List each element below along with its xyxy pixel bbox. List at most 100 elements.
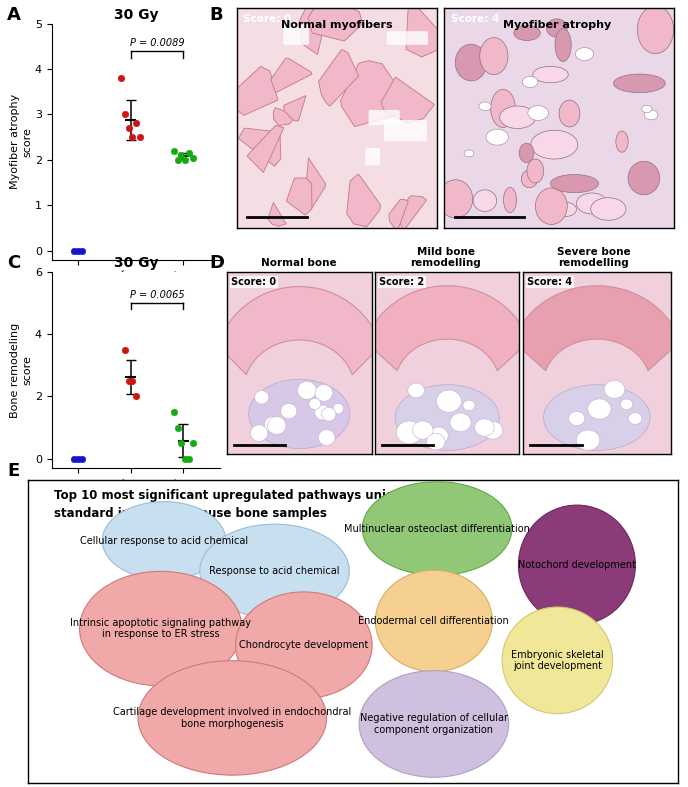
Point [187, 151, 198, 164]
Ellipse shape [103, 501, 226, 580]
Text: P = 0.0065: P = 0.0065 [129, 290, 184, 300]
Text: Cellular response to acid chemical: Cellular response to acid chemical [80, 536, 248, 545]
Text: Score: 0: Score: 0 [244, 14, 292, 24]
Polygon shape [513, 286, 680, 371]
Ellipse shape [436, 390, 462, 412]
Point [69, 244, 80, 257]
Point [187, 437, 198, 449]
Text: Negative regulation of cellular
component organization: Negative regulation of cellular componen… [360, 713, 508, 735]
Text: A: A [7, 6, 21, 24]
Ellipse shape [309, 398, 321, 409]
Ellipse shape [363, 482, 512, 575]
Ellipse shape [463, 400, 475, 411]
Ellipse shape [314, 405, 331, 420]
Text: Myofiber atrophy: Myofiber atrophy [503, 20, 612, 30]
Ellipse shape [576, 48, 594, 61]
Ellipse shape [281, 404, 297, 419]
Point [131, 117, 142, 130]
Ellipse shape [628, 161, 660, 195]
Ellipse shape [555, 202, 577, 216]
Point [123, 122, 134, 135]
FancyBboxPatch shape [384, 120, 427, 142]
Ellipse shape [408, 383, 424, 397]
Ellipse shape [264, 416, 281, 433]
Ellipse shape [427, 434, 445, 450]
Ellipse shape [480, 38, 508, 75]
Polygon shape [365, 286, 529, 371]
Ellipse shape [518, 505, 636, 625]
Polygon shape [300, 6, 327, 54]
FancyBboxPatch shape [369, 110, 400, 125]
Text: Score: 2: Score: 2 [379, 277, 424, 287]
Text: D: D [210, 253, 225, 272]
Ellipse shape [522, 76, 538, 87]
Point [72, 453, 83, 465]
Ellipse shape [621, 399, 633, 409]
Ellipse shape [486, 129, 508, 145]
Polygon shape [217, 286, 381, 375]
Text: Top 10 most significant upregulated pathways unique in the
standard irradiated m: Top 10 most significant upregulated path… [54, 490, 453, 520]
Point [76, 244, 87, 257]
Ellipse shape [588, 399, 611, 419]
Polygon shape [400, 196, 427, 231]
Ellipse shape [479, 102, 491, 111]
Point [180, 453, 191, 465]
Ellipse shape [559, 100, 580, 127]
Y-axis label: Myofiber atrophy
score: Myofiber atrophy score [10, 94, 32, 190]
Point [183, 146, 194, 159]
Point [69, 453, 80, 465]
Ellipse shape [429, 427, 449, 445]
Ellipse shape [491, 90, 515, 127]
Ellipse shape [321, 408, 336, 421]
Ellipse shape [527, 159, 544, 183]
Point [176, 437, 187, 449]
Polygon shape [268, 202, 286, 226]
Point [169, 145, 180, 157]
Ellipse shape [499, 106, 535, 128]
Ellipse shape [138, 661, 327, 775]
Ellipse shape [319, 430, 335, 445]
Text: Score: 0: Score: 0 [231, 277, 277, 287]
Ellipse shape [577, 430, 600, 450]
Ellipse shape [473, 190, 497, 212]
Text: B: B [210, 6, 224, 24]
Polygon shape [286, 178, 312, 215]
Text: Embryonic skeletal
joint development: Embryonic skeletal joint development [511, 649, 604, 671]
Ellipse shape [504, 187, 517, 212]
Text: Normal bone: Normal bone [261, 258, 337, 268]
Point [127, 375, 138, 387]
Point [180, 153, 191, 166]
Text: Intrinsic apoptotic signaling pathway
in response to ER stress: Intrinsic apoptotic signaling pathway in… [70, 618, 251, 639]
Ellipse shape [642, 105, 652, 113]
Ellipse shape [412, 421, 433, 439]
Ellipse shape [519, 143, 534, 163]
Polygon shape [347, 174, 380, 227]
Title: 30 Gy: 30 Gy [114, 257, 158, 271]
Ellipse shape [591, 198, 626, 220]
Title: 30 Gy: 30 Gy [114, 9, 158, 23]
Point [176, 149, 187, 161]
Point [76, 453, 87, 465]
Point [172, 153, 183, 166]
Polygon shape [238, 128, 281, 166]
Point [134, 131, 145, 143]
Polygon shape [381, 77, 434, 123]
Ellipse shape [80, 571, 242, 685]
Ellipse shape [550, 175, 599, 193]
Ellipse shape [450, 413, 471, 431]
Ellipse shape [535, 188, 568, 224]
Point [127, 131, 138, 143]
Polygon shape [389, 199, 408, 231]
Polygon shape [227, 66, 278, 115]
Ellipse shape [616, 131, 628, 152]
Text: C: C [7, 253, 20, 272]
Ellipse shape [438, 179, 473, 218]
Ellipse shape [604, 380, 625, 398]
Ellipse shape [522, 170, 537, 188]
Ellipse shape [376, 571, 493, 671]
Ellipse shape [614, 74, 665, 93]
Polygon shape [308, 2, 363, 41]
Ellipse shape [483, 421, 503, 439]
Point [183, 453, 194, 465]
Polygon shape [406, 0, 451, 57]
